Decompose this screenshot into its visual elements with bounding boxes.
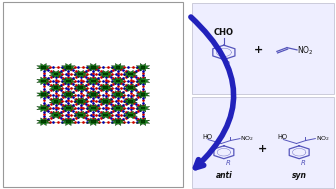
Polygon shape	[41, 66, 46, 69]
Text: HO: HO	[202, 134, 212, 139]
Polygon shape	[136, 104, 150, 112]
Polygon shape	[116, 107, 121, 109]
Polygon shape	[74, 70, 88, 78]
Polygon shape	[41, 80, 46, 82]
Polygon shape	[124, 70, 137, 78]
Text: anti: anti	[215, 171, 232, 180]
FancyBboxPatch shape	[192, 97, 334, 188]
Polygon shape	[78, 86, 83, 89]
Polygon shape	[66, 107, 71, 109]
Polygon shape	[37, 64, 50, 71]
Polygon shape	[128, 100, 133, 103]
Polygon shape	[91, 120, 96, 123]
Text: R: R	[225, 61, 230, 70]
Polygon shape	[86, 91, 100, 98]
FancyBboxPatch shape	[192, 3, 334, 94]
Polygon shape	[66, 93, 71, 96]
Polygon shape	[74, 111, 88, 119]
Polygon shape	[53, 86, 58, 89]
Polygon shape	[128, 86, 133, 89]
Polygon shape	[111, 64, 125, 71]
Polygon shape	[99, 84, 113, 91]
Polygon shape	[124, 84, 137, 91]
Polygon shape	[124, 111, 137, 119]
Polygon shape	[136, 91, 150, 98]
Polygon shape	[78, 73, 83, 75]
Polygon shape	[61, 64, 75, 71]
Polygon shape	[103, 73, 108, 75]
Text: HO: HO	[277, 134, 287, 139]
Polygon shape	[116, 120, 121, 123]
Polygon shape	[136, 77, 150, 85]
Polygon shape	[66, 120, 71, 123]
Text: NO$_2$: NO$_2$	[297, 44, 314, 57]
Text: NO$_2$: NO$_2$	[316, 134, 330, 143]
Polygon shape	[116, 80, 121, 82]
Polygon shape	[86, 64, 100, 71]
Polygon shape	[37, 91, 50, 98]
Text: +: +	[254, 46, 263, 55]
Polygon shape	[103, 100, 108, 103]
Polygon shape	[140, 80, 145, 82]
Polygon shape	[66, 80, 71, 82]
Polygon shape	[91, 80, 96, 82]
Polygon shape	[103, 114, 108, 116]
Polygon shape	[136, 64, 150, 71]
Text: +: +	[258, 144, 267, 154]
Polygon shape	[37, 104, 50, 112]
Polygon shape	[136, 118, 150, 125]
Polygon shape	[99, 98, 113, 105]
Polygon shape	[66, 66, 71, 69]
Polygon shape	[140, 120, 145, 123]
Text: NO$_2$: NO$_2$	[240, 134, 254, 143]
Polygon shape	[61, 118, 75, 125]
Polygon shape	[37, 118, 50, 125]
Polygon shape	[111, 91, 125, 98]
Polygon shape	[91, 93, 96, 96]
Polygon shape	[41, 120, 46, 123]
Polygon shape	[128, 114, 133, 116]
Polygon shape	[111, 77, 125, 85]
Polygon shape	[111, 104, 125, 112]
Polygon shape	[53, 100, 58, 103]
Text: R: R	[225, 160, 230, 166]
Polygon shape	[74, 84, 88, 91]
Polygon shape	[49, 84, 63, 91]
Polygon shape	[78, 100, 83, 103]
Polygon shape	[49, 111, 63, 119]
Polygon shape	[53, 73, 58, 75]
Polygon shape	[41, 93, 46, 96]
Polygon shape	[74, 98, 88, 105]
Polygon shape	[49, 98, 63, 105]
Text: syn: syn	[292, 171, 307, 180]
Polygon shape	[124, 98, 137, 105]
Polygon shape	[41, 107, 46, 109]
FancyBboxPatch shape	[3, 2, 183, 187]
Polygon shape	[128, 73, 133, 75]
Polygon shape	[140, 107, 145, 109]
Text: CHO: CHO	[214, 28, 234, 37]
Polygon shape	[53, 114, 58, 116]
FancyArrowPatch shape	[191, 17, 234, 168]
Polygon shape	[116, 66, 121, 69]
Polygon shape	[86, 118, 100, 125]
Polygon shape	[99, 70, 113, 78]
Polygon shape	[111, 118, 125, 125]
Polygon shape	[86, 104, 100, 112]
Polygon shape	[103, 86, 108, 89]
Polygon shape	[37, 77, 50, 85]
Polygon shape	[78, 114, 83, 116]
Polygon shape	[99, 111, 113, 119]
Polygon shape	[61, 104, 75, 112]
Text: R: R	[301, 160, 306, 166]
Polygon shape	[49, 70, 63, 78]
Polygon shape	[91, 107, 96, 109]
Polygon shape	[61, 91, 75, 98]
Polygon shape	[116, 93, 121, 96]
Polygon shape	[61, 77, 75, 85]
Polygon shape	[140, 66, 145, 69]
Polygon shape	[140, 93, 145, 96]
Polygon shape	[91, 66, 96, 69]
Polygon shape	[86, 77, 100, 85]
